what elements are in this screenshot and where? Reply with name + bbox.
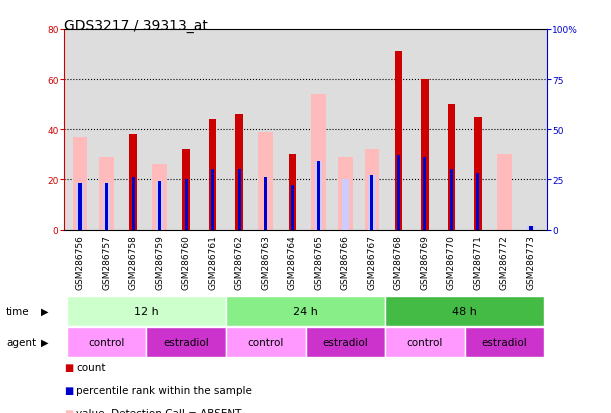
Text: GSM286768: GSM286768 xyxy=(394,235,403,289)
Bar xyxy=(365,150,379,230)
Bar xyxy=(264,178,267,230)
Bar xyxy=(147,328,226,357)
Text: GSM286763: GSM286763 xyxy=(262,235,270,289)
Text: GSM286770: GSM286770 xyxy=(447,235,456,289)
Text: 48 h: 48 h xyxy=(452,306,477,316)
Bar xyxy=(78,184,82,230)
Bar xyxy=(235,180,243,230)
Text: control: control xyxy=(407,337,443,347)
Text: GSM286758: GSM286758 xyxy=(128,235,137,289)
Text: GSM286773: GSM286773 xyxy=(527,235,535,289)
Bar xyxy=(209,120,216,230)
Text: control: control xyxy=(89,337,125,347)
Bar xyxy=(385,328,464,357)
Bar xyxy=(397,156,400,230)
Bar xyxy=(258,133,273,230)
Bar xyxy=(527,226,535,230)
Bar xyxy=(317,162,320,230)
Bar xyxy=(342,180,349,230)
Bar xyxy=(423,158,426,230)
Text: GDS3217 / 39313_at: GDS3217 / 39313_at xyxy=(64,19,208,33)
Bar xyxy=(67,297,226,326)
Bar xyxy=(474,117,481,230)
Text: estradiol: estradiol xyxy=(163,337,209,347)
Text: agent: agent xyxy=(6,337,36,347)
Text: count: count xyxy=(76,363,106,373)
Text: ▶: ▶ xyxy=(41,337,48,347)
Bar xyxy=(105,184,108,230)
Bar xyxy=(464,328,544,357)
Text: GSM286771: GSM286771 xyxy=(474,235,483,289)
Bar xyxy=(385,297,544,326)
Bar xyxy=(183,150,190,230)
Text: GSM286762: GSM286762 xyxy=(235,235,244,289)
Bar xyxy=(477,174,480,230)
Text: 12 h: 12 h xyxy=(134,306,159,316)
Bar xyxy=(73,138,87,230)
Text: time: time xyxy=(6,306,30,316)
Bar xyxy=(529,226,533,230)
Bar xyxy=(226,328,306,357)
Bar xyxy=(315,162,323,230)
Bar xyxy=(67,328,147,357)
Bar xyxy=(338,157,353,230)
Bar xyxy=(395,52,402,230)
Bar xyxy=(185,180,188,230)
Bar xyxy=(306,328,385,357)
Bar xyxy=(368,176,376,230)
Bar xyxy=(131,178,134,230)
Bar xyxy=(211,170,214,230)
Bar xyxy=(152,165,167,230)
Text: estradiol: estradiol xyxy=(323,337,368,347)
Text: GSM286760: GSM286760 xyxy=(181,235,191,289)
Bar xyxy=(156,182,163,230)
Text: GSM286767: GSM286767 xyxy=(367,235,376,289)
Text: GSM286769: GSM286769 xyxy=(420,235,430,289)
Bar xyxy=(421,80,428,230)
Text: ■: ■ xyxy=(64,363,74,373)
Text: GSM286772: GSM286772 xyxy=(500,235,509,289)
Text: GSM286761: GSM286761 xyxy=(208,235,217,289)
Text: GSM286757: GSM286757 xyxy=(102,235,111,289)
Text: control: control xyxy=(247,337,284,347)
Text: GSM286765: GSM286765 xyxy=(314,235,323,289)
Text: GSM286756: GSM286756 xyxy=(76,235,84,289)
Bar xyxy=(448,105,455,230)
Bar xyxy=(370,176,373,230)
Bar xyxy=(103,184,111,230)
Text: ■: ■ xyxy=(64,408,74,413)
Text: value, Detection Call = ABSENT: value, Detection Call = ABSENT xyxy=(76,408,242,413)
Text: percentile rank within the sample: percentile rank within the sample xyxy=(76,385,252,395)
Bar xyxy=(312,95,326,230)
Text: GSM286766: GSM286766 xyxy=(341,235,349,289)
Bar xyxy=(450,170,453,230)
Bar xyxy=(238,170,241,230)
Bar xyxy=(100,157,114,230)
Text: estradiol: estradiol xyxy=(481,337,527,347)
Bar xyxy=(235,115,243,230)
Bar xyxy=(130,135,137,230)
Bar xyxy=(288,155,296,230)
Bar xyxy=(226,297,385,326)
Bar xyxy=(158,182,161,230)
Text: ▶: ▶ xyxy=(41,306,48,316)
Text: GSM286759: GSM286759 xyxy=(155,235,164,289)
Bar xyxy=(497,155,511,230)
Text: ■: ■ xyxy=(64,385,74,395)
Text: 24 h: 24 h xyxy=(293,306,318,316)
Bar xyxy=(291,186,294,230)
Text: GSM286764: GSM286764 xyxy=(288,235,297,289)
Bar xyxy=(76,184,84,230)
